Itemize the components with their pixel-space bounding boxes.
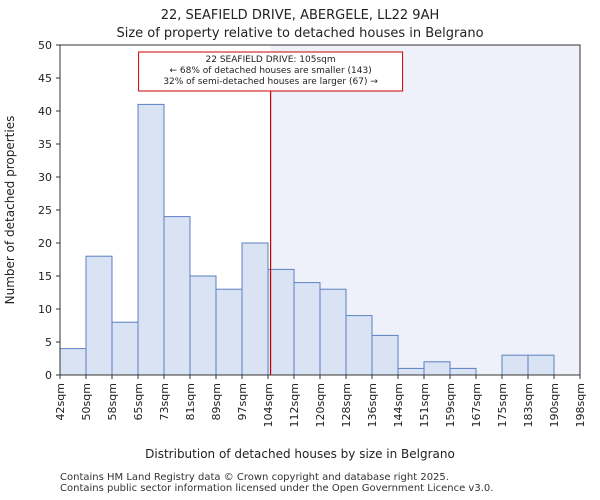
x-tick-label: 175sqm bbox=[496, 383, 509, 427]
x-tick-label: 151sqm bbox=[418, 383, 431, 427]
x-tick-label: 136sqm bbox=[366, 383, 379, 427]
x-tick-label: 42sqm bbox=[54, 383, 67, 420]
x-tick-label: 50sqm bbox=[80, 383, 93, 420]
bar-159sqm bbox=[449, 367, 477, 376]
bar-183sqm bbox=[527, 354, 555, 376]
x-tick-label: 73sqm bbox=[158, 383, 171, 420]
annotation-line-1: 22 SEAFIELD DRIVE: 105sqm bbox=[206, 55, 336, 65]
x-tick-label: 120sqm bbox=[314, 383, 327, 427]
x-tick-label: 112sqm bbox=[288, 383, 301, 427]
y-tick-label: 0 bbox=[45, 369, 52, 382]
bar-50sqm bbox=[85, 255, 113, 376]
x-tick-label: 81sqm bbox=[184, 383, 197, 420]
y-tick-label: 25 bbox=[38, 204, 52, 217]
bar-73sqm bbox=[163, 216, 191, 376]
bar-81sqm bbox=[189, 275, 217, 376]
annotation-box bbox=[138, 51, 404, 92]
bar-58sqm bbox=[111, 321, 139, 376]
plot-frame bbox=[59, 44, 581, 376]
x-tick-label: 190sqm bbox=[548, 383, 561, 427]
chart-title: 22, SEAFIELD DRIVE, ABERGELE, LL22 9AH bbox=[161, 8, 440, 23]
bar-128sqm bbox=[345, 315, 373, 376]
x-tick-label: 167sqm bbox=[470, 383, 483, 427]
chart-subtitle: Size of property relative to detached ho… bbox=[116, 26, 483, 41]
bar-175sqm bbox=[501, 354, 529, 376]
x-tick-label: 128sqm bbox=[340, 383, 353, 427]
bar-112sqm bbox=[293, 282, 321, 376]
x-tick-label: 58sqm bbox=[106, 383, 119, 420]
bar-65sqm bbox=[137, 103, 165, 376]
y-tick-label: 20 bbox=[38, 237, 52, 250]
y-tick-label: 40 bbox=[38, 105, 52, 118]
footer-line-1: Contains HM Land Registry data © Crown c… bbox=[60, 472, 449, 483]
x-tick-label: 198sqm bbox=[574, 383, 587, 427]
y-tick-label: 35 bbox=[38, 138, 52, 151]
x-tick-label: 159sqm bbox=[444, 383, 457, 427]
x-tick-label: 65sqm bbox=[132, 383, 145, 420]
y-tick-label: 45 bbox=[38, 72, 52, 85]
y-tick-label: 10 bbox=[38, 303, 52, 316]
x-tick-label: 183sqm bbox=[522, 383, 535, 427]
annotation-line-2: ← 68% of detached houses are smaller (14… bbox=[169, 66, 371, 76]
x-tick-label: 144sqm bbox=[392, 383, 405, 427]
y-tick-label: 5 bbox=[45, 336, 52, 349]
y-tick-label: 50 bbox=[38, 39, 52, 52]
bar-42sqm bbox=[59, 348, 87, 376]
bar-104sqm bbox=[267, 268, 295, 376]
bar-97sqm bbox=[241, 242, 269, 376]
bar-151sqm bbox=[423, 361, 451, 376]
annotation-line-3: 32% of semi-detached houses are larger (… bbox=[163, 77, 378, 87]
bar-89sqm bbox=[215, 288, 243, 376]
y-tick-label: 15 bbox=[38, 270, 52, 283]
x-axis-label: Distribution of detached houses by size … bbox=[145, 447, 455, 461]
x-tick-label: 97sqm bbox=[236, 383, 249, 420]
bar-120sqm bbox=[319, 288, 347, 376]
x-tick-label: 89sqm bbox=[210, 383, 223, 420]
bar-144sqm bbox=[397, 367, 425, 376]
bar-136sqm bbox=[371, 334, 399, 376]
x-tick-label: 104sqm bbox=[262, 383, 275, 427]
y-axis-label: Number of detached properties bbox=[3, 116, 17, 305]
y-tick-label: 30 bbox=[38, 171, 52, 184]
footer-line-2: Contains public sector information licen… bbox=[60, 483, 494, 494]
